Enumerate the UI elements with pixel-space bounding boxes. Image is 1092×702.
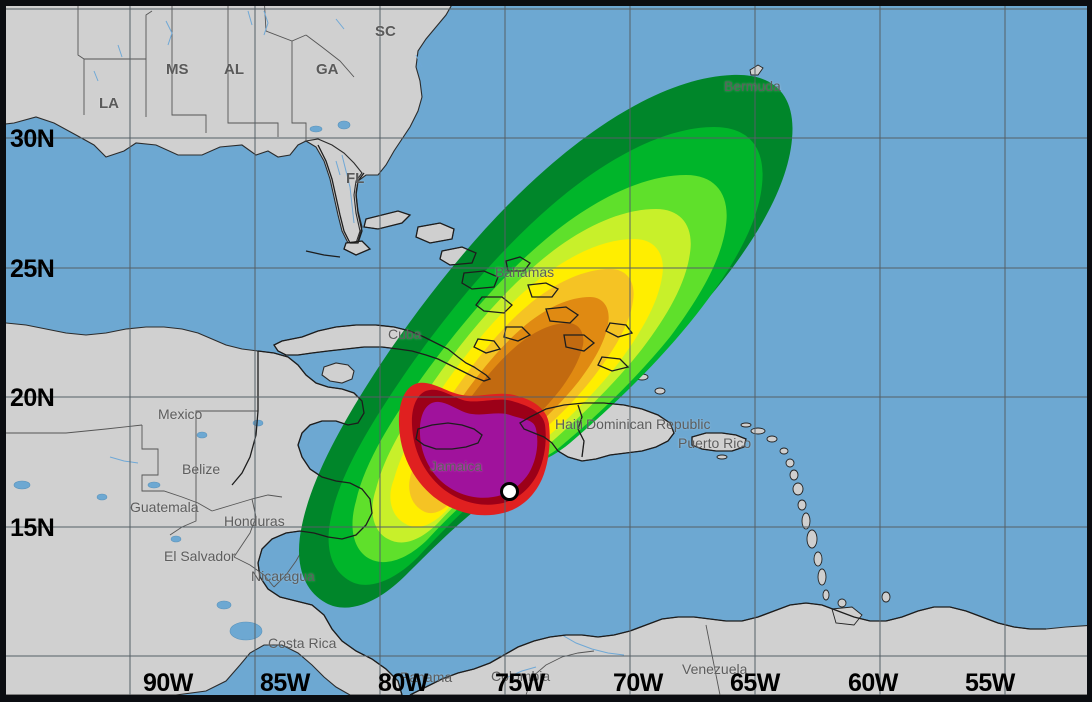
- land-isle-of-youth: [321, 362, 355, 384]
- lat-tick-15n: 15N: [10, 514, 55, 542]
- map-canvas[interactable]: LA MS AL GA SC FL Bermuda Bahamas Cuba J…: [6, 5, 1087, 695]
- latitude-gridlines: [6, 8, 1087, 657]
- lon-tick-70w: 70W: [613, 669, 663, 695]
- contour-band-100: [419, 401, 538, 498]
- lon-tick-80w: 80W: [378, 669, 428, 695]
- lon-tick-75w: 75W: [495, 669, 545, 695]
- lat-tick-25n: 25N: [10, 255, 55, 283]
- longitude-gridlines: [129, 5, 1006, 695]
- lon-tick-60w: 60W: [848, 669, 898, 695]
- rivers-layer: [93, 10, 625, 678]
- lon-tick-65w: 65W: [730, 669, 780, 695]
- lon-tick-90w: 90W: [143, 669, 193, 695]
- storm-center-marker[interactable]: [500, 482, 519, 501]
- land-layer: [6, 5, 1087, 695]
- lat-tick-20n: 20N: [10, 384, 55, 412]
- coastline-overlay: [231, 144, 1046, 695]
- contour-band-group: [299, 74, 793, 608]
- lesser-antilles: [716, 422, 891, 608]
- graticule-layer: [6, 5, 1087, 695]
- lakes-layer: [13, 120, 351, 641]
- us-state-borders: [77, 5, 355, 141]
- land-bermuda: [749, 64, 764, 76]
- south-america-borders: [525, 624, 721, 695]
- coastlines: [231, 144, 1046, 695]
- land-florida: [304, 138, 363, 244]
- lon-tick-55w: 55W: [965, 669, 1015, 695]
- lat-tick-30n: 30N: [10, 125, 55, 153]
- lon-tick-85w: 85W: [260, 669, 310, 695]
- wind-probability-contours: [299, 74, 793, 608]
